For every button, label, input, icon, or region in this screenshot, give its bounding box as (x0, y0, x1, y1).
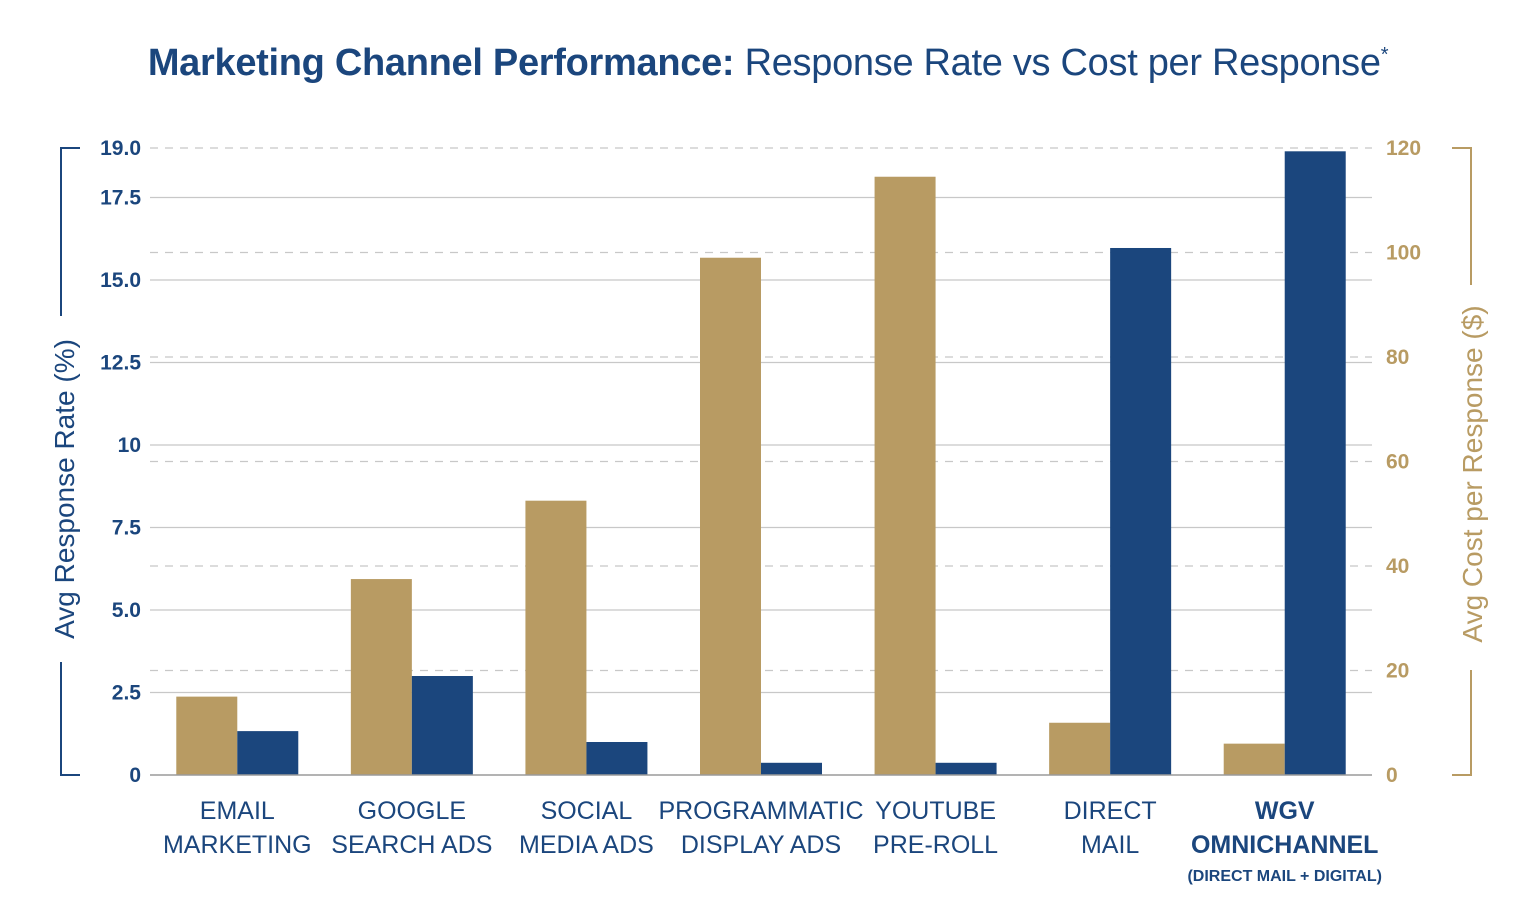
bars (176, 151, 1346, 776)
right-tick-label: 80 (1386, 346, 1409, 369)
category-label: MAIL (1081, 831, 1139, 859)
category-label: DISPLAY ADS (681, 831, 841, 859)
response-bar-2 (586, 742, 648, 775)
category-label: DIRECT (1064, 797, 1157, 825)
category-label: MEDIA ADS (519, 831, 654, 859)
left-tick-label: 7.5 (112, 517, 142, 540)
category-sublabel: (DIRECT MAIL + DIGITAL) (1187, 868, 1382, 885)
right-axis-bracket-bottom (1452, 670, 1472, 776)
category-label: MARKETING (163, 831, 312, 859)
left-axis-bracket-bottom (60, 662, 80, 776)
left-axis-title: Avg Response Rate (%) (49, 339, 80, 639)
response-bar-6 (1284, 151, 1346, 776)
category-label: OMNICHANNEL (1191, 831, 1379, 859)
left-tick-label: 5.0 (112, 599, 141, 622)
cost-bar-2 (525, 500, 587, 775)
axes (60, 147, 1472, 776)
category-label: WGV (1255, 797, 1315, 825)
category-label: GOOGLE (358, 797, 466, 825)
right-axis-title: Avg Cost per Response ($) (1457, 305, 1488, 642)
right-tick-label: 20 (1386, 660, 1409, 683)
response-bar-3 (761, 762, 822, 775)
right-tick-label: 60 (1386, 451, 1409, 474)
response-bar-5 (1110, 247, 1172, 776)
left-tick-label: 10 (118, 434, 141, 457)
chart-title-regular: Response Rate vs Cost per Response (744, 42, 1381, 84)
labels: 0 2.5 5.0 7.5 10 12.5 15.0 17.5 19.0 0 20 40 60 80 100… (49, 137, 1488, 885)
right-tick-label: 120 (1386, 137, 1421, 160)
cost-bar-6 (1223, 743, 1285, 775)
left-tick-label: 0 (129, 764, 141, 787)
left-tick-label: 2.5 (112, 682, 142, 705)
cost-bar-1 (350, 579, 412, 775)
left-tick-label: 19.0 (100, 137, 141, 160)
response-bar-0 (237, 731, 299, 775)
right-tick-label: 100 (1386, 242, 1421, 265)
chart-title-bold: Marketing Channel Performance: (147, 42, 735, 84)
cost-bar-5 (1049, 722, 1111, 775)
chart-title: Marketing Channel Performance: Response … (0, 42, 1536, 85)
cost-bar-3 (700, 257, 761, 776)
category-label: SOCIAL (541, 797, 633, 825)
category-label: PRE-ROLL (873, 831, 998, 859)
left-tick-label: 17.5 (100, 187, 141, 210)
category-label: PROGRAMMATIC (658, 797, 863, 825)
left-tick-label: 12.5 (100, 352, 141, 375)
cost-bar-0 (176, 696, 238, 775)
right-tick-label: 0 (1386, 764, 1398, 787)
category-label: YOUTUBE (875, 797, 996, 825)
category-label: SEARCH ADS (331, 831, 492, 859)
left-tick-label: 15.0 (100, 269, 141, 292)
category-label: EMAIL (200, 797, 275, 825)
chart-title-footnote-mark: * (1380, 44, 1389, 66)
response-bar-4 (935, 762, 997, 775)
left-axis-bracket-top (60, 147, 80, 316)
cost-bar-4 (874, 176, 936, 776)
right-tick-label: 40 (1386, 555, 1409, 578)
response-bar-1 (411, 676, 473, 775)
right-axis-bracket-top (1452, 147, 1472, 285)
